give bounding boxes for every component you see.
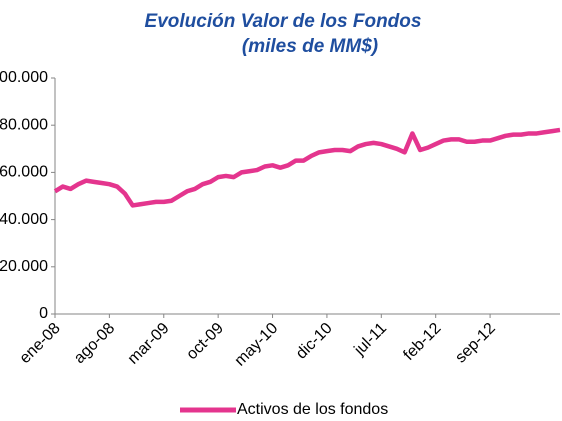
chart-subtitle: (miles de MM$) (242, 36, 378, 57)
y-tick-label: 100.000 (0, 69, 48, 86)
y-tick-label: 20.000 (0, 258, 48, 275)
y-tick-label: 60.000 (0, 164, 48, 181)
data-line (53, 127, 561, 208)
x-tick-label: ene-08 (17, 320, 64, 367)
y-tick-label: 40.000 (0, 211, 48, 228)
y-tick-label: 80.000 (0, 116, 48, 133)
x-tick-label: ago-08 (71, 320, 118, 367)
x-tick-label: feb-12 (400, 320, 444, 364)
x-tick-label: sep-12 (452, 320, 499, 367)
x-tick-label: jul-11 (351, 320, 391, 360)
x-tick-label: dic-10 (293, 320, 336, 363)
legend-label: Activos de los fondos (237, 401, 388, 418)
x-tick-label: mar-09 (125, 320, 173, 368)
chart-title: Evolución Valor de los Fondos (145, 11, 422, 32)
x-tick-label: oct-09 (184, 320, 228, 364)
y-tick-label: 0 (39, 305, 48, 322)
x-tick-label: may-10 (232, 320, 282, 370)
